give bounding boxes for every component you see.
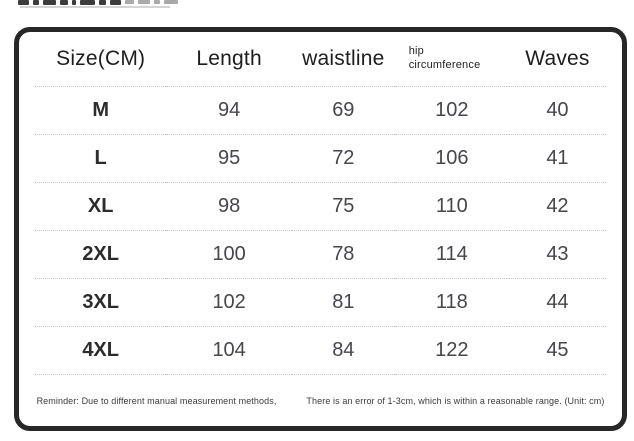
cell-hip: 110	[394, 182, 509, 231]
table-body: M 94 69 102 40 L 95 72 106 41 XL 98 75	[35, 86, 606, 375]
cell-waves: 41	[508, 134, 606, 183]
cell-waves: 44	[508, 278, 606, 327]
cell-length: 100	[166, 230, 292, 279]
header-waves: Waves	[508, 32, 606, 87]
header-size: Size(CM)	[35, 32, 167, 87]
cell-waves: 42	[508, 182, 606, 231]
cell-hip: 102	[394, 86, 509, 135]
header-length: Length	[166, 32, 292, 87]
cell-waves: 40	[508, 86, 606, 135]
header-hip-circumference: hip circumference	[394, 32, 509, 87]
cell-size: 2XL	[35, 230, 167, 279]
header-waistline: waistline	[291, 32, 395, 87]
clipped-top-text	[18, 0, 238, 9]
cell-length: 94	[166, 86, 292, 135]
table-row: 3XL 102 81 118 44	[35, 278, 606, 327]
cell-size: M	[35, 86, 167, 135]
cell-waistline: 72	[291, 134, 395, 183]
cell-size: XL	[35, 182, 167, 231]
cell-length: 95	[166, 134, 292, 183]
cell-hip: 122	[394, 326, 509, 375]
cell-waistline: 75	[291, 182, 395, 231]
cell-hip: 106	[394, 134, 509, 183]
table-header: Size(CM) Length waistline hip circumfere…	[35, 32, 606, 87]
cell-hip: 118	[394, 278, 509, 327]
clipped-text-fragment	[20, 6, 170, 8]
cell-waistline: 81	[291, 278, 395, 327]
table-row: 4XL 104 84 122 45	[35, 326, 606, 375]
clipped-text-fragment	[18, 0, 238, 5]
table-row: XL 98 75 110 42	[35, 182, 606, 231]
cell-waistline: 78	[291, 230, 395, 279]
cell-waves: 45	[508, 326, 606, 375]
table-row: 2XL 100 78 114 43	[35, 230, 606, 279]
size-chart-table: Size(CM) Length waistline hip circumfere…	[35, 32, 606, 375]
table-row: L 95 72 106 41	[35, 134, 606, 183]
cell-length: 102	[166, 278, 292, 327]
cell-length: 98	[166, 182, 292, 231]
cell-size: 3XL	[35, 278, 167, 327]
hip-label-line2: circumference	[408, 59, 481, 71]
cell-length: 104	[166, 326, 292, 375]
cell-size: L	[35, 134, 167, 183]
cell-waistline: 69	[291, 86, 395, 135]
table-row: M 94 69 102 40	[35, 86, 606, 135]
header-row: Size(CM) Length waistline hip circumfere…	[35, 32, 606, 87]
cell-waistline: 84	[291, 326, 395, 375]
cell-waves: 43	[508, 230, 606, 279]
cell-size: 4XL	[35, 326, 167, 375]
hip-label-line1: hip	[408, 45, 424, 58]
disclaimer-part1: Reminder: Due to different manual measur…	[36, 395, 277, 406]
disclaimer-part2: There is an error of 1-3cm, which is wit…	[306, 395, 605, 406]
size-chart-panel: Size(CM) Length waistline hip circumfere…	[14, 27, 627, 431]
measurement-disclaimer: Reminder: Due to different manual measur…	[35, 375, 606, 426]
cell-hip: 114	[394, 230, 509, 279]
